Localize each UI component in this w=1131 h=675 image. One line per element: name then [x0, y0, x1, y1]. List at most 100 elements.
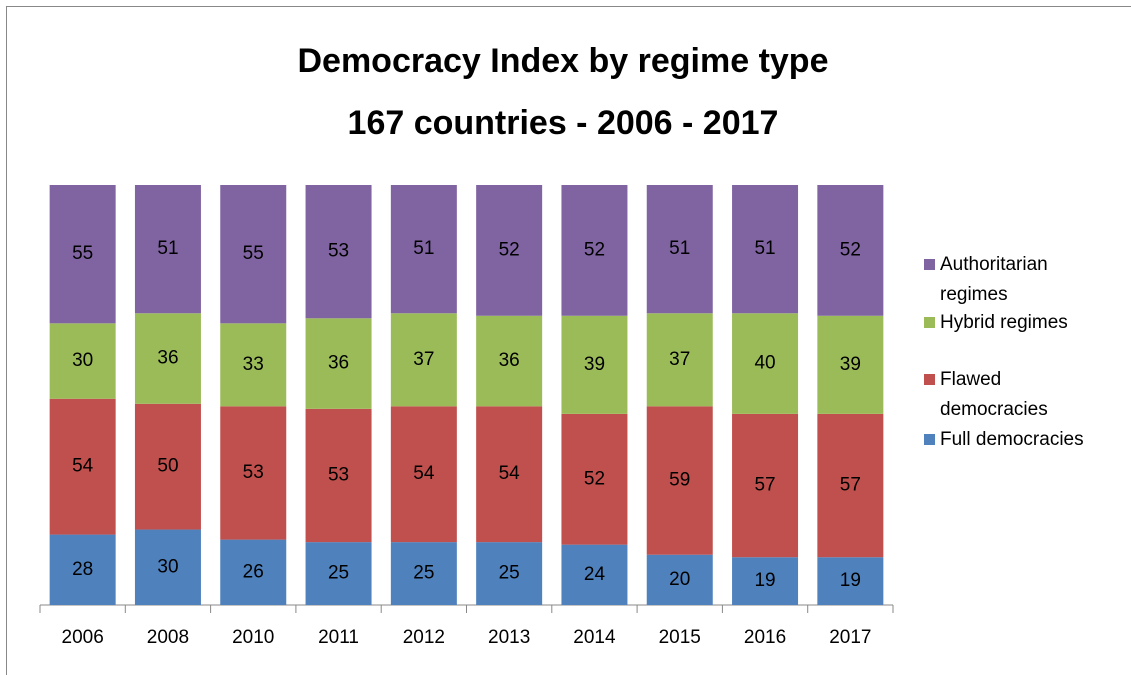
data-label: 39 [584, 354, 605, 375]
bar-segment [390, 185, 457, 314]
data-label: 30 [72, 350, 93, 371]
data-label: 26 [243, 561, 264, 582]
bar-segment [305, 185, 372, 319]
data-label: 50 [157, 456, 178, 477]
data-label: 57 [840, 475, 861, 496]
data-label: 52 [584, 239, 605, 260]
legend-swatch [924, 317, 935, 328]
bar-segment [134, 185, 201, 314]
data-label: 25 [413, 563, 434, 584]
data-label: 51 [669, 238, 690, 259]
x-tick-label: 2011 [318, 627, 359, 648]
x-tick-label: 2014 [573, 627, 616, 648]
x-tick-label: 2010 [232, 627, 274, 648]
legend-label: Flawed democracies [940, 369, 1048, 420]
bar-segment [817, 557, 884, 605]
legend-item: Authoritarian regimes [924, 250, 1092, 310]
chart-border [6, 6, 1131, 675]
data-label: 51 [157, 238, 178, 259]
x-tick-label: 2015 [659, 627, 701, 648]
x-tick-label: 2008 [147, 627, 189, 648]
data-label: 19 [754, 570, 775, 591]
bar-segment [561, 544, 628, 605]
data-label: 54 [72, 456, 94, 477]
legend-swatch [924, 259, 935, 270]
bar-segment [134, 529, 201, 605]
bar-segment [561, 185, 628, 316]
data-label: 25 [328, 563, 349, 584]
legend-swatch [924, 434, 935, 445]
data-label: 57 [754, 475, 775, 496]
x-tick-label: 2006 [62, 627, 104, 648]
data-label: 25 [499, 563, 520, 584]
data-label: 52 [584, 468, 605, 489]
data-label: 51 [413, 238, 434, 259]
data-label: 24 [584, 564, 606, 585]
bar-segment [49, 398, 116, 535]
legend-item: Full democracies [924, 425, 1092, 455]
data-label: 28 [72, 559, 93, 580]
data-label: 37 [669, 349, 690, 370]
data-label: 36 [328, 353, 349, 374]
data-label: 53 [243, 462, 264, 483]
data-label: 36 [499, 350, 520, 371]
data-label: 51 [754, 238, 775, 259]
legend-swatch [924, 374, 935, 385]
bar-segment [476, 315, 543, 407]
bar-segment [49, 185, 116, 324]
data-label: 36 [157, 348, 178, 369]
data-label: 59 [669, 470, 690, 491]
legend-label: Full democracies [940, 429, 1084, 450]
x-tick-label: 2017 [829, 627, 871, 648]
data-label: 55 [72, 243, 93, 264]
bar-segment [476, 542, 543, 605]
legend-item: Flawed democracies [924, 365, 1092, 425]
bar-segment [817, 315, 884, 414]
bar-segment [49, 323, 116, 399]
bar-segment [817, 185, 884, 316]
data-label: 54 [413, 463, 435, 484]
data-label: 40 [754, 353, 775, 374]
bar-segment [305, 318, 372, 409]
bar-segment [134, 313, 201, 404]
data-label: 37 [413, 349, 434, 370]
bar-segment [732, 557, 799, 605]
bar-segment [476, 185, 543, 316]
bar-segment [732, 413, 799, 558]
bar-segment [561, 315, 628, 414]
data-label: 52 [499, 239, 520, 260]
bar-segment [732, 185, 799, 314]
data-label: 52 [840, 239, 861, 260]
legend-label: Hybrid regimes [940, 312, 1068, 333]
legend-label: Authoritarian regimes [940, 254, 1048, 305]
data-label: 53 [328, 241, 349, 262]
legend-item: Hybrid regimes [924, 308, 1092, 338]
x-tick-label: 2012 [403, 627, 445, 648]
data-label: 55 [243, 243, 264, 264]
chart-title: Democracy Index by regime type [297, 42, 828, 80]
x-tick-label: 2016 [744, 627, 786, 648]
bar-segment [220, 323, 287, 407]
data-label: 53 [328, 464, 349, 485]
x-tick-label: 2013 [488, 627, 530, 648]
data-label: 54 [499, 463, 521, 484]
bar-segment [390, 542, 457, 605]
bar-segment [220, 406, 287, 540]
data-label: 33 [243, 354, 264, 375]
data-label: 20 [669, 569, 690, 590]
bar-segment [476, 406, 543, 543]
bar-segment [561, 413, 628, 545]
chart-subtitle: 167 countries - 2006 - 2017 [348, 104, 779, 142]
bar-segment [49, 534, 116, 605]
bar-segment [646, 554, 713, 605]
bar-segment [220, 539, 287, 605]
bar-segment [390, 406, 457, 543]
bar-segment [646, 406, 713, 555]
data-label: 39 [840, 354, 861, 375]
bar-segment [732, 313, 799, 414]
data-label: 30 [157, 556, 178, 577]
bar-segment [134, 403, 201, 530]
data-label: 19 [840, 570, 861, 591]
